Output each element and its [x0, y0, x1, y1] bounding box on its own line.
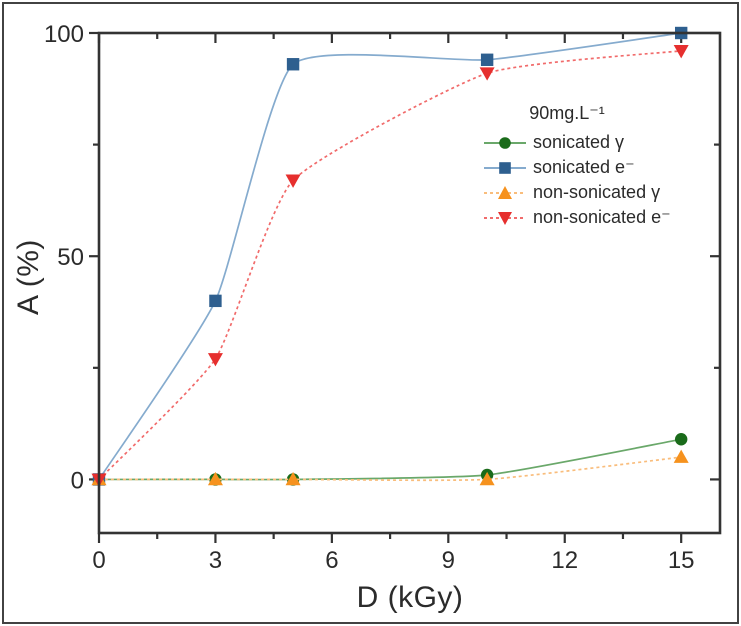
legend-item-label: non-sonicated γ — [533, 182, 661, 202]
series-3-triangle-down-marker — [479, 67, 495, 81]
y-tick-label: 0 — [71, 467, 84, 494]
x-tick-label: 15 — [668, 547, 695, 574]
plot-frame — [97, 31, 722, 535]
x-tick-label: 0 — [92, 547, 105, 574]
series-1-line — [98, 32, 682, 480]
series-2-triangle-up-marker — [673, 449, 689, 463]
series-3-triangle-down-marker — [207, 353, 223, 367]
series-3-triangle-down-marker — [285, 174, 301, 188]
x-tick-label: 3 — [209, 547, 222, 574]
y-axis-label: A (%) — [12, 239, 45, 315]
series-2-triangle-up-marker — [479, 471, 495, 486]
legend-item-label: sonicated γ — [533, 132, 625, 152]
series-2-triangle-up-marker — [207, 471, 223, 486]
x-axis-label: D (kGy) — [356, 581, 464, 614]
legend-item: non-sonicated γ — [483, 180, 671, 205]
series-3-line — [98, 50, 682, 481]
legend: 90mg.L⁻¹ sonicated γ sonicated e⁻ non-soni… — [483, 101, 671, 230]
x-tick-label: 12 — [551, 547, 578, 574]
legend-item-label: sonicated e⁻ — [533, 157, 635, 177]
series-2-line — [98, 456, 682, 482]
legend-item: non-sonicated e⁻ — [483, 205, 671, 230]
y-tick-label: 50 — [57, 244, 84, 271]
square-marker-icon — [484, 161, 526, 174]
series-1-square-marker — [209, 294, 222, 308]
series-0-line — [98, 438, 682, 481]
triangle-up-marker-icon — [484, 185, 526, 199]
legend-items: sonicated γ sonicated e⁻ non-sonicated γ no… — [483, 130, 671, 230]
series-0-circle-marker — [674, 433, 688, 446]
series-1-square-marker — [286, 58, 300, 71]
legend-item-label: non-sonicated e⁻ — [533, 207, 671, 227]
series-3-triangle-down-marker — [673, 45, 689, 59]
series-1-square-marker — [480, 53, 494, 66]
triangle-down-marker-icon — [484, 211, 526, 225]
legend-title: 90mg.L⁻¹ — [529, 103, 605, 123]
y-tick-label: 100 — [44, 21, 84, 48]
legend-item: sonicated γ — [483, 130, 671, 155]
circle-marker-icon — [484, 136, 526, 149]
legend-item: sonicated e⁻ — [483, 155, 671, 180]
series-2-triangle-up-marker — [285, 471, 301, 486]
x-tick-label: 6 — [325, 547, 338, 574]
x-tick-label: 9 — [442, 547, 455, 574]
